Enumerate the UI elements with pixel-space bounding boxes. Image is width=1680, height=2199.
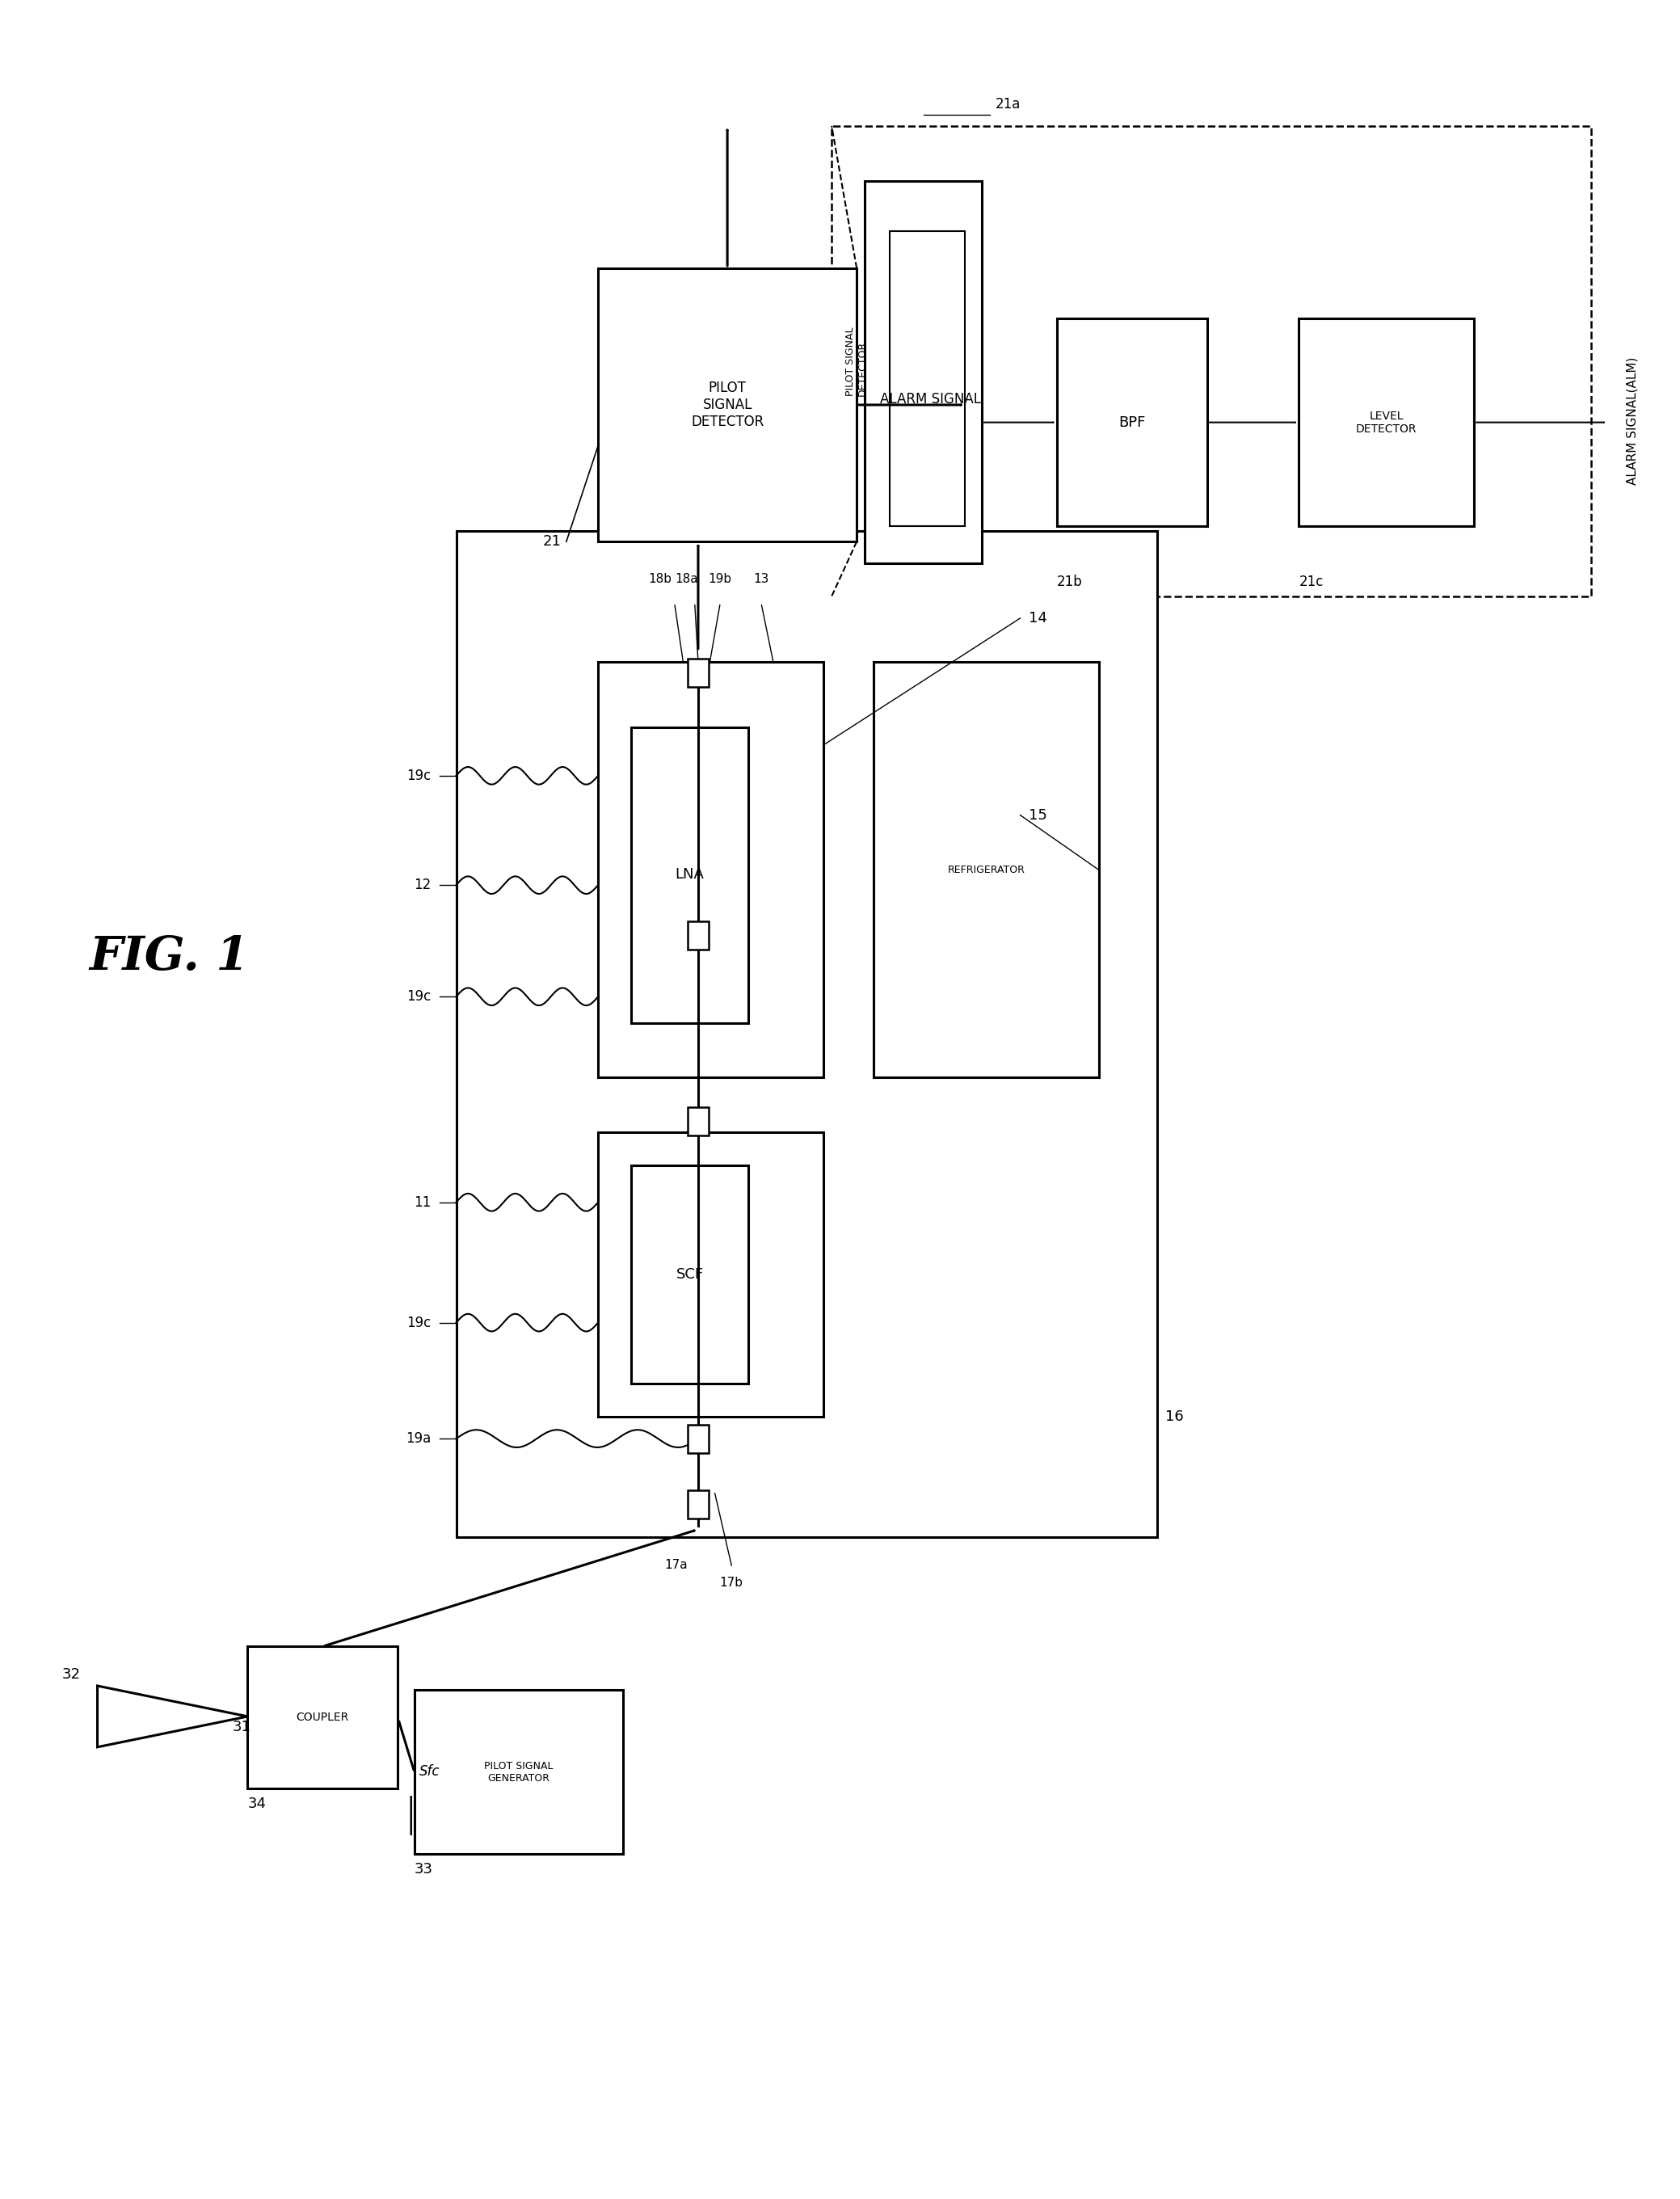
Bar [632, 728, 748, 1023]
Bar [247, 1647, 398, 1788]
Text: REFRIGERATOR: REFRIGERATOR [948, 864, 1025, 875]
Text: 32: 32 [62, 1667, 81, 1682]
Text: 21c: 21c [1299, 574, 1324, 589]
Bar [598, 662, 823, 1078]
Text: ALARM SIGNAL(ALM): ALARM SIGNAL(ALM) [1626, 356, 1638, 486]
Bar [832, 125, 1591, 596]
Bar [598, 268, 857, 541]
Bar [1057, 319, 1208, 526]
Polygon shape [97, 1687, 247, 1746]
Text: 11: 11 [413, 1194, 432, 1209]
Bar [687, 660, 709, 686]
Text: 19a: 19a [407, 1432, 432, 1447]
Bar [598, 1132, 823, 1416]
Text: PILOT SIGNAL
DETECTOR: PILOT SIGNAL DETECTOR [845, 328, 867, 396]
Text: LEVEL
DETECTOR: LEVEL DETECTOR [1356, 411, 1416, 435]
Text: PILOT
SIGNAL
DETECTOR: PILOT SIGNAL DETECTOR [690, 380, 764, 429]
Text: 18b: 18b [648, 574, 672, 585]
Bar [687, 1106, 709, 1135]
Text: BPF: BPF [1119, 416, 1146, 429]
Text: 21b: 21b [1057, 574, 1082, 589]
Text: 16: 16 [1166, 1410, 1184, 1425]
Text: PILOT SIGNAL
GENERATOR: PILOT SIGNAL GENERATOR [484, 1761, 553, 1783]
Text: Sfc: Sfc [420, 1764, 440, 1779]
Text: 15: 15 [1028, 807, 1047, 822]
Bar [687, 1425, 709, 1454]
Bar [415, 1691, 623, 1854]
Bar [687, 921, 709, 950]
Text: 19c: 19c [407, 1315, 432, 1330]
Text: 19b: 19b [707, 574, 731, 585]
Text: 19c: 19c [407, 767, 432, 783]
Text: FIG. 1: FIG. 1 [89, 935, 249, 981]
Bar [874, 662, 1099, 1078]
Bar [865, 180, 981, 563]
Text: ALARM SIGNAL: ALARM SIGNAL [880, 391, 981, 407]
Bar [687, 1491, 709, 1520]
Bar [1299, 319, 1473, 526]
Bar [890, 231, 964, 526]
Text: 17a: 17a [665, 1559, 689, 1570]
Text: 13: 13 [754, 574, 769, 585]
Text: 31: 31 [232, 1720, 250, 1735]
Bar [457, 530, 1158, 1537]
Text: 14: 14 [1028, 611, 1047, 625]
Text: COUPLER: COUPLER [296, 1711, 349, 1724]
Text: LNA: LNA [675, 866, 704, 882]
Text: SCF: SCF [675, 1267, 704, 1282]
Bar [685, 662, 712, 1526]
Text: 18a: 18a [675, 574, 697, 585]
Text: 21: 21 [543, 534, 561, 550]
Text: 34: 34 [247, 1797, 265, 1812]
Text: 33: 33 [415, 1863, 433, 1878]
Text: 19c: 19c [407, 990, 432, 1005]
Text: 12: 12 [413, 877, 432, 893]
Text: 21a: 21a [995, 97, 1020, 112]
Bar [632, 1165, 748, 1383]
Text: 17b: 17b [719, 1577, 743, 1588]
